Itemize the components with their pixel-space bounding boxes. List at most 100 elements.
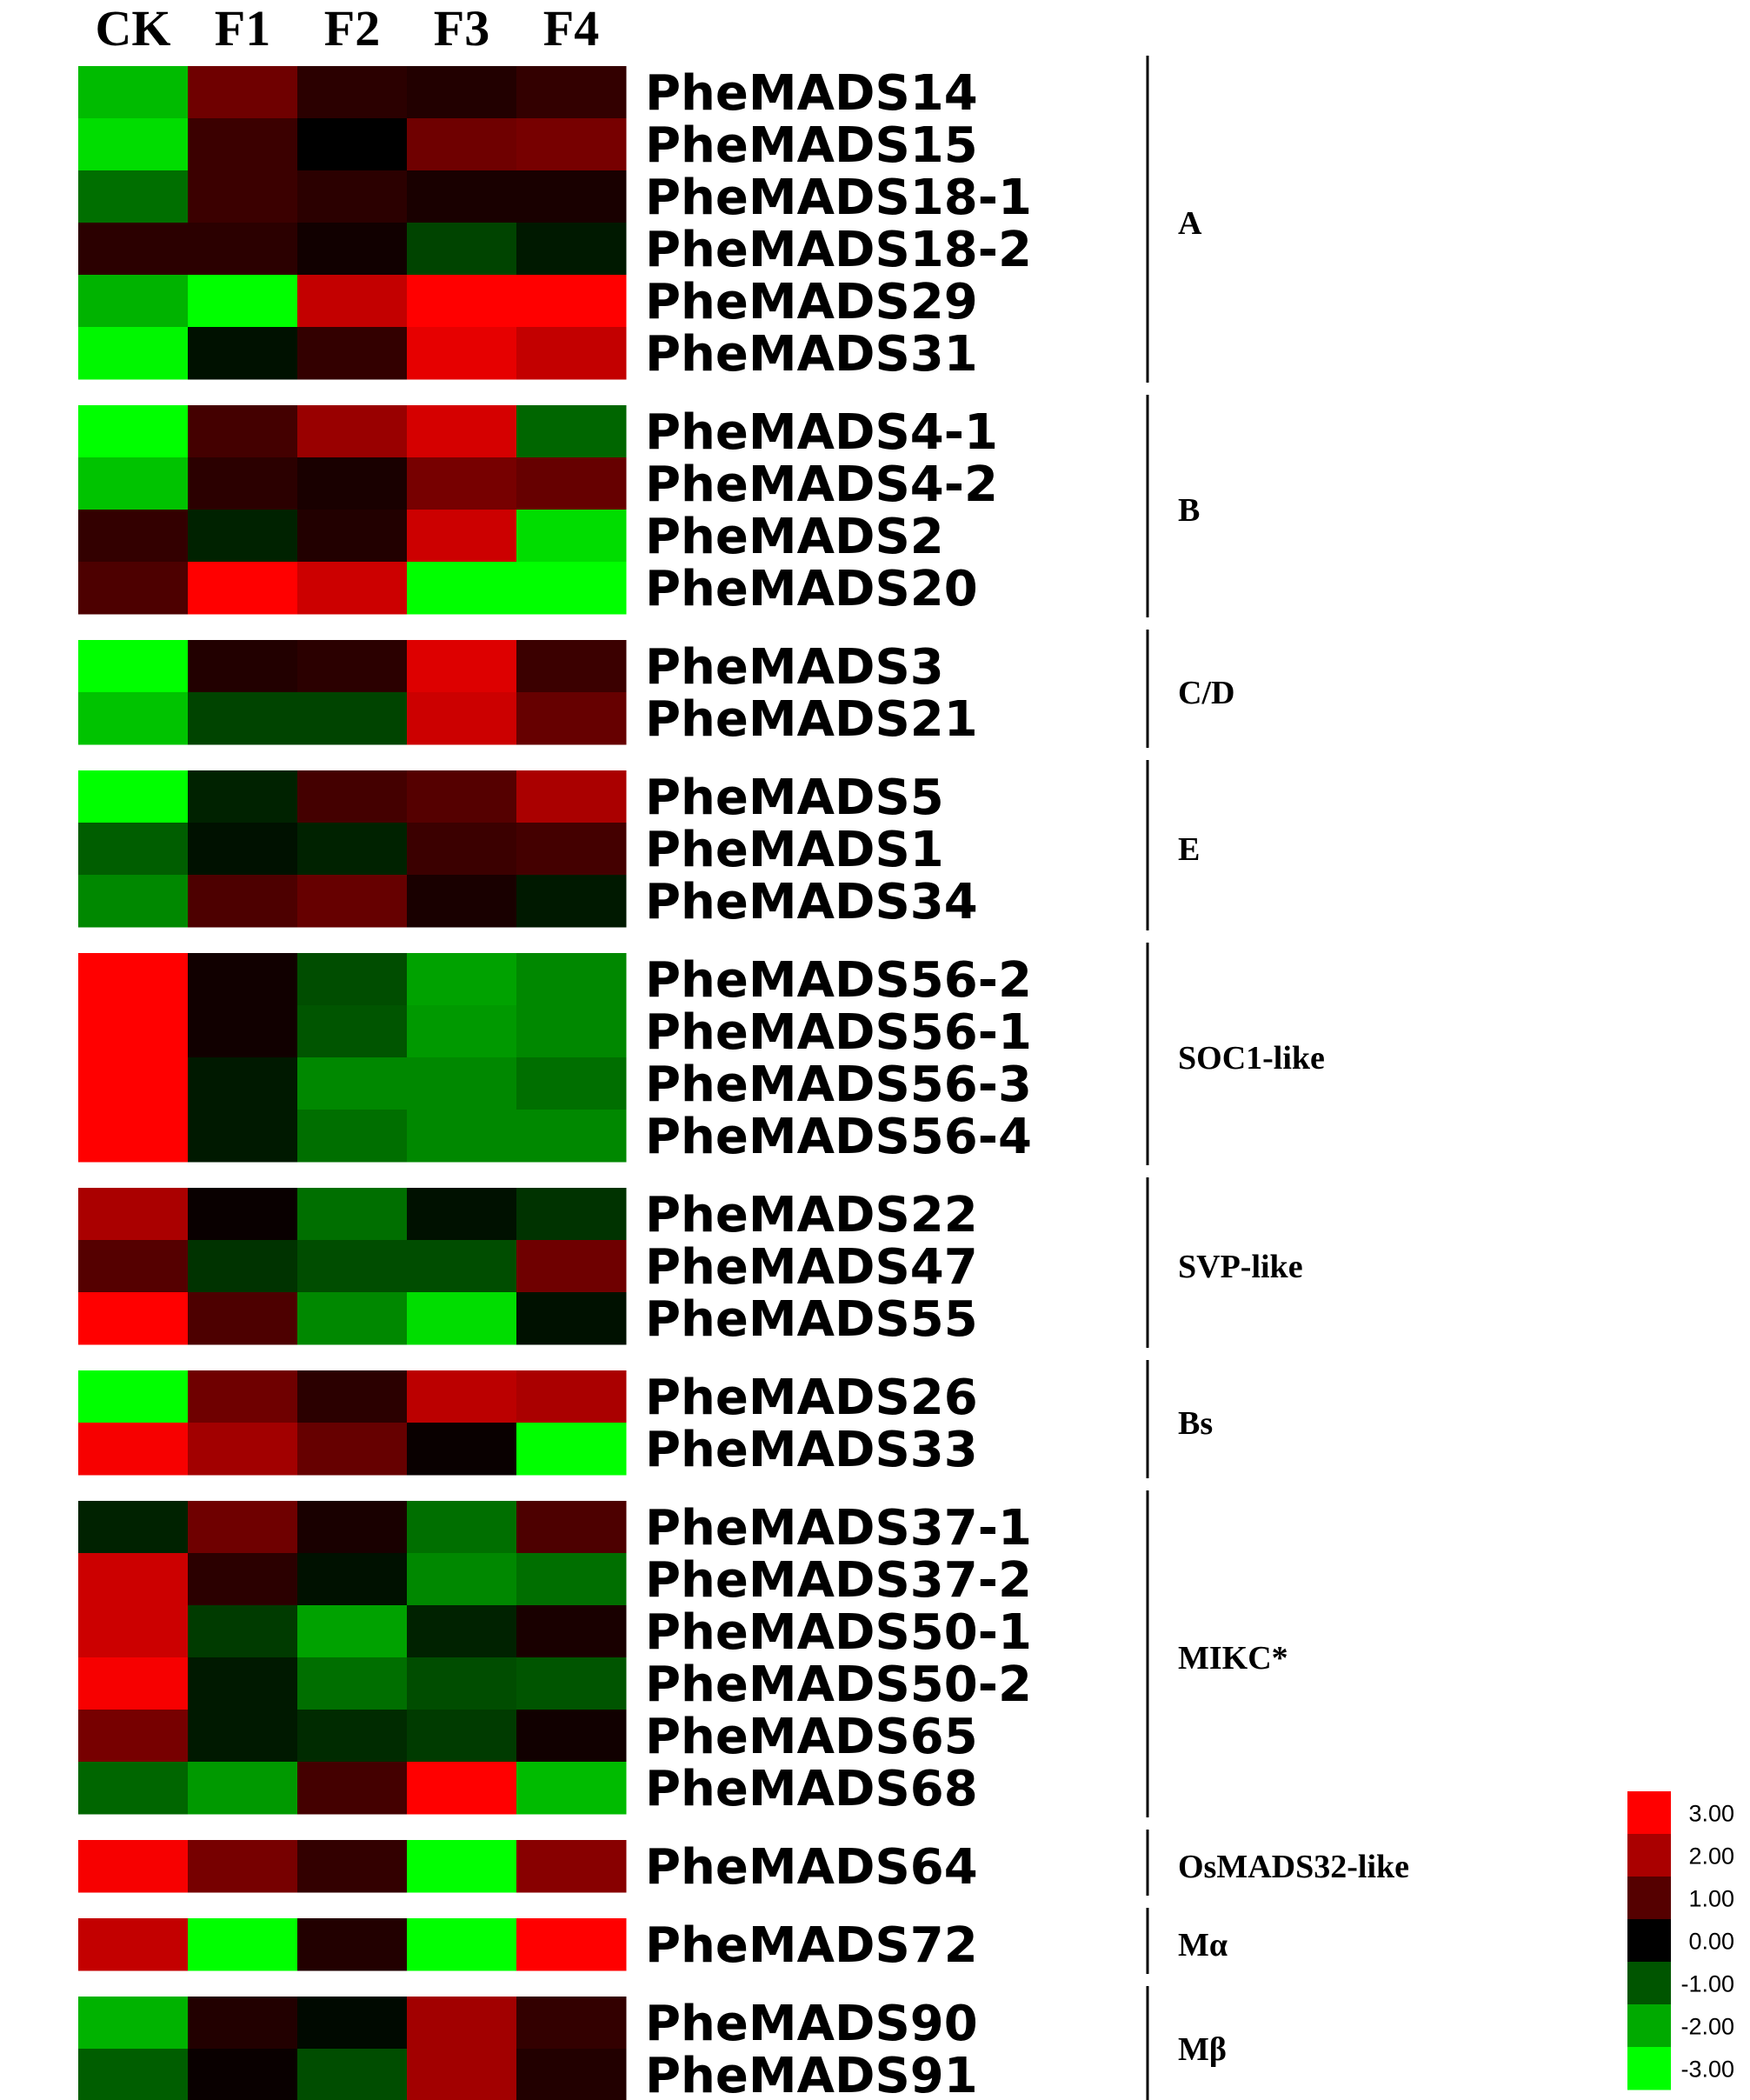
heatmap-cell <box>516 223 627 276</box>
heatmap-cell <box>78 953 189 1006</box>
gene-label: PheMADS18-2 <box>645 222 1032 278</box>
heatmap-cell <box>297 2049 408 2100</box>
gene-label: PheMADS31 <box>645 326 978 383</box>
heatmap-cell <box>78 1005 189 1058</box>
heatmap-cell <box>407 66 517 119</box>
heatmap-cell <box>78 1423 189 1476</box>
heatmap-cell <box>516 405 627 458</box>
gene-label: PheMADS14 <box>645 65 978 122</box>
heatmap-cell <box>78 770 189 823</box>
heatmap-cell <box>297 1501 408 1554</box>
heatmap-cell <box>516 1605 627 1658</box>
heatmap-cell <box>188 1110 298 1163</box>
color-scale-tick-label: -2.00 <box>1680 2014 1734 2040</box>
gene-label: PheMADS1 <box>645 822 944 878</box>
gene-label: PheMADS90 <box>645 1996 978 2052</box>
gene-label: PheMADS72 <box>645 1917 978 1974</box>
heatmap-cell <box>188 823 298 876</box>
heatmap-cell <box>516 66 627 119</box>
heatmap-cell <box>516 275 627 328</box>
heatmap-cell <box>516 1188 627 1241</box>
heatmap-cell <box>407 327 517 380</box>
heatmap-cell <box>78 1292 189 1345</box>
heatmap-cell <box>188 770 298 823</box>
group-brackets: A B C/D E SOC1-like SVP-like Bs MIKC* OsMADS32-l… <box>1146 56 1409 2100</box>
heatmap-cell <box>188 405 298 458</box>
gene-label: PheMADS50-1 <box>645 1604 1032 1661</box>
heatmap-cell <box>297 562 408 615</box>
heatmap-cell <box>297 1370 408 1423</box>
group-label: Mα <box>1178 1927 1228 1963</box>
color-scale-legend: 3.00 2.00 1.00 0.00 -1.00 -2.00 -3.00 <box>1627 1791 1734 2090</box>
heatmap-cells <box>78 66 627 2100</box>
heatmap-cell <box>188 1997 298 2050</box>
gene-label: PheMADS37-1 <box>645 1500 1032 1557</box>
gene-label: PheMADS56-3 <box>645 1057 1032 1113</box>
heatmap-cell <box>78 118 189 171</box>
group-label: OsMADS32-like <box>1178 1849 1409 1885</box>
heatmap-cell <box>78 170 189 223</box>
heatmap-cell <box>297 1057 408 1110</box>
gene-label: PheMADS21 <box>645 691 978 748</box>
heatmap-cell <box>407 1553 517 1606</box>
color-scale-swatch <box>1627 1834 1671 1877</box>
heatmap-cell <box>78 692 189 745</box>
column-label: CK <box>96 0 171 57</box>
heatmap-cell <box>297 457 408 510</box>
heatmap-cell <box>78 1057 189 1110</box>
heatmap-cell <box>407 823 517 876</box>
heatmap-cell <box>407 640 517 693</box>
heatmap-cell <box>407 1501 517 1554</box>
heatmap-cell <box>297 275 408 328</box>
heatmap-cell <box>297 1553 408 1606</box>
heatmap-cell <box>188 1370 298 1423</box>
heatmap-cell <box>188 327 298 380</box>
heatmap-cell <box>297 692 408 745</box>
heatmap-cell <box>188 1710 298 1763</box>
heatmap-cell <box>407 692 517 745</box>
heatmap-cell <box>78 562 189 615</box>
heatmap-cell <box>297 66 408 119</box>
heatmap-cell <box>516 1762 627 1815</box>
heatmap-cell <box>297 118 408 171</box>
heatmap-cell <box>516 2049 627 2100</box>
heatmap-cell <box>188 457 298 510</box>
heatmap-cell <box>78 1657 189 1710</box>
heatmap-cell <box>78 405 189 458</box>
heatmap-cell <box>78 1997 189 2050</box>
heatmap-cell <box>407 1840 517 1893</box>
group-label: SOC1-like <box>1178 1040 1325 1077</box>
column-label: F2 <box>324 0 380 57</box>
heatmap-cell <box>297 1840 408 1893</box>
heatmap-cell <box>297 875 408 928</box>
color-scale-swatch <box>1627 2047 1671 2090</box>
group-label: B <box>1178 492 1200 529</box>
color-scale-tick-label: -1.00 <box>1680 1971 1734 1997</box>
gene-label: PheMADS65 <box>645 1709 978 1765</box>
heatmap-cell <box>297 1292 408 1345</box>
heatmap-cell <box>407 2049 517 2100</box>
heatmap-cell <box>188 875 298 928</box>
gene-labels: PheMADS14PheMADS15PheMADS18-1PheMADS18-2… <box>645 65 1032 2100</box>
color-scale-tick-label: 1.00 <box>1688 1886 1734 1912</box>
heatmap-cell <box>78 1840 189 1893</box>
gene-label: PheMADS22 <box>645 1187 978 1243</box>
heatmap-cell <box>516 1005 627 1058</box>
heatmap-cell <box>407 1057 517 1110</box>
heatmap-cell <box>78 275 189 328</box>
heatmap-cell <box>297 1605 408 1658</box>
heatmap-cell <box>297 770 408 823</box>
heatmap-cell <box>297 1188 408 1241</box>
gene-label: PheMADS56-4 <box>645 1109 1032 1165</box>
heatmap-cell <box>516 327 627 380</box>
heatmap-cell <box>407 457 517 510</box>
heatmap-cell <box>516 692 627 745</box>
heatmap-cell <box>78 1370 189 1423</box>
heatmap-cell <box>188 1553 298 1606</box>
heatmap-cell <box>407 1005 517 1058</box>
heatmap-cell <box>516 510 627 563</box>
heatmap-cell <box>407 170 517 223</box>
heatmap-cell <box>188 1657 298 1710</box>
heatmap-cell <box>297 1240 408 1293</box>
